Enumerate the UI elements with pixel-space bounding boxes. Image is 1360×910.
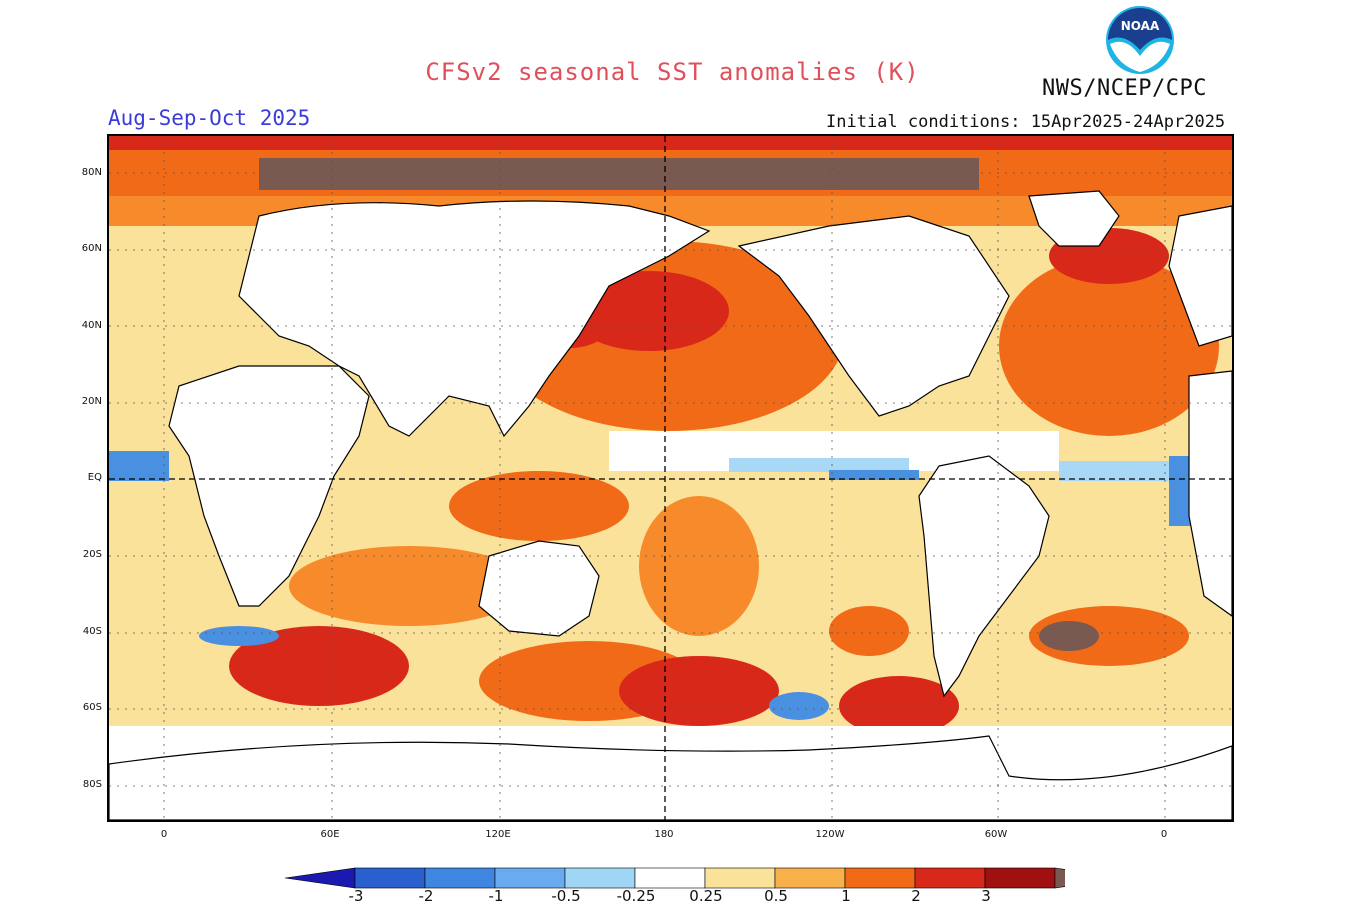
noaa-logo-icon: NOAA [1106, 6, 1174, 74]
legend-label-m025: -0.25 [616, 887, 656, 905]
lat-label-40n: 40N [81, 320, 102, 331]
chart-title: CFSv2 seasonal SST anomalies (K) [425, 58, 920, 86]
graticule [109, 136, 1232, 820]
agency-label: NWS/NCEP/CPC [1042, 76, 1207, 101]
colorbar-bin [844, 867, 916, 889]
legend-label-025: 0.25 [689, 887, 723, 905]
legend-label-m3: -3 [348, 887, 364, 905]
lat-label-60n: 60N [81, 243, 102, 254]
lon-label-60e: 60E [320, 829, 340, 840]
lat-label-eq: EQ [87, 472, 102, 483]
initial-conditions-label: Initial conditions: 15Apr2025-24Apr2025 [826, 112, 1226, 132]
legend-label-m2: -2 [418, 887, 434, 905]
legend-label-2: 2 [911, 887, 921, 905]
colorbar-arrow-low [285, 867, 356, 889]
legend-label-3: 3 [981, 887, 991, 905]
colorbar-arrow-high [1054, 867, 1065, 889]
lon-label-0-right: 0 [1160, 829, 1168, 840]
colorbar-bin [984, 867, 1056, 889]
lat-label-20n: 20N [81, 396, 102, 407]
colorbar-bin [354, 867, 426, 889]
lat-label-80s: 80S [82, 779, 102, 790]
africa-landmass [168, 365, 370, 607]
greenland-landmass [1028, 190, 1120, 247]
colorbar [285, 867, 1065, 889]
southern-ocean-warm-anomaly [229, 626, 409, 706]
lon-label-0: 0 [160, 829, 168, 840]
colorbar-bin [634, 867, 706, 889]
north-america-landmass [737, 215, 1010, 417]
eurasia-landmass [238, 200, 711, 438]
legend-label-m1: -1 [488, 887, 504, 905]
colorbar-bin [494, 867, 566, 889]
legend-label-1: 1 [841, 887, 851, 905]
legend-label-m05: -0.5 [551, 887, 581, 905]
season-label: Aug-Sep-Oct 2025 [108, 106, 311, 130]
noaa-logo-text: NOAA [1121, 19, 1160, 33]
lon-label-120w: 120W [815, 829, 845, 840]
sst-anomaly-map [107, 134, 1234, 822]
colorbar-bin [704, 867, 776, 889]
colorbar-bin [914, 867, 986, 889]
colorbar-bin [774, 867, 846, 889]
lat-label-20s: 20S [82, 549, 102, 560]
colorbar-bin [564, 867, 636, 889]
legend-label-05: 0.5 [764, 887, 788, 905]
lon-label-120e: 120E [485, 829, 511, 840]
lon-label-180: 180 [654, 829, 674, 840]
lon-label-60w: 60W [984, 829, 1008, 840]
continents [168, 190, 1232, 698]
africa-right-landmass [1188, 370, 1232, 617]
lat-label-60s: 60S [82, 702, 102, 713]
south-america-landmass [918, 455, 1050, 698]
north-atlantic-warm-anomaly [999, 256, 1219, 436]
europe-right-landmass [1168, 205, 1232, 347]
map-field [109, 136, 1232, 820]
lat-label-40s: 40S [82, 626, 102, 637]
lat-label-80n: 80N [81, 167, 102, 178]
australia-landmass [478, 540, 600, 637]
arctic-extreme-anomaly [259, 158, 979, 190]
colorbar-bin [424, 867, 496, 889]
